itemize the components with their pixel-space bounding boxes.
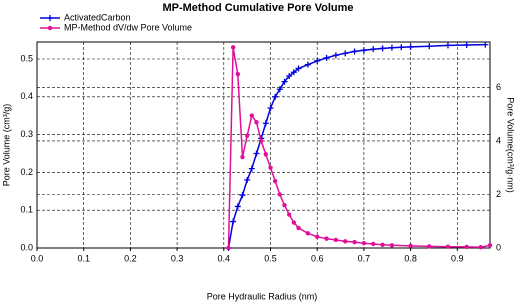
legend-label: ActivatedCarbon bbox=[64, 12, 131, 22]
y-tick-label: 0.4 bbox=[20, 91, 33, 101]
y-axis-label: Pore Volume (cm³/g) bbox=[1, 104, 11, 187]
point bbox=[239, 192, 246, 199]
point bbox=[268, 165, 273, 170]
point bbox=[254, 120, 259, 125]
x-tick-label: 0.1 bbox=[77, 253, 90, 263]
x-tick-label: 0.6 bbox=[311, 253, 324, 263]
y2-tick-label: 4 bbox=[496, 135, 501, 145]
point bbox=[380, 242, 385, 247]
point bbox=[427, 244, 432, 249]
point bbox=[323, 54, 330, 61]
series-line bbox=[227, 47, 491, 249]
point bbox=[258, 138, 264, 144]
point bbox=[389, 243, 395, 248]
point bbox=[286, 212, 292, 217]
point bbox=[360, 47, 367, 54]
point bbox=[407, 43, 414, 50]
y-tick-label: 0.1 bbox=[20, 205, 33, 215]
point bbox=[295, 65, 302, 72]
point bbox=[282, 202, 287, 208]
point bbox=[277, 192, 283, 197]
point bbox=[370, 46, 377, 53]
x-tick-label: 0.7 bbox=[358, 253, 371, 263]
y-tick-label: 0.5 bbox=[20, 53, 33, 63]
point bbox=[478, 244, 483, 250]
y2-tick-label: 2 bbox=[496, 189, 501, 199]
x-tick-label: 0.4 bbox=[218, 253, 231, 263]
y-tick-label: 0.0 bbox=[20, 242, 33, 252]
legend-marker bbox=[47, 15, 53, 21]
point bbox=[379, 45, 386, 52]
point bbox=[296, 225, 301, 231]
point bbox=[240, 154, 245, 160]
point bbox=[272, 178, 278, 184]
point bbox=[304, 61, 311, 68]
point bbox=[249, 113, 255, 118]
point bbox=[314, 57, 321, 64]
x-tick-label: 0.0 bbox=[31, 253, 44, 263]
point bbox=[267, 105, 274, 112]
point bbox=[272, 93, 279, 100]
y2-tick-label: 6 bbox=[496, 82, 501, 92]
chart-title: MP-Method Cumulative Pore Volume bbox=[162, 2, 353, 14]
point bbox=[324, 236, 329, 241]
point bbox=[235, 71, 241, 77]
point bbox=[352, 239, 357, 245]
x-axis-label: Pore Hydraulic Radius (nm) bbox=[207, 291, 318, 301]
point bbox=[253, 150, 260, 157]
x-tick-label: 0.5 bbox=[264, 253, 277, 263]
point bbox=[371, 241, 376, 247]
legend-label: MP-Method dV/dw Pore Volume bbox=[64, 22, 192, 32]
point bbox=[263, 152, 269, 157]
point bbox=[262, 120, 269, 127]
point bbox=[408, 243, 413, 249]
y-tick-label: 0.3 bbox=[20, 129, 33, 139]
point bbox=[464, 244, 469, 250]
point bbox=[426, 43, 433, 50]
point bbox=[290, 69, 297, 76]
point bbox=[463, 42, 470, 49]
y2-axis-label: Pore Volume(cm³/g·nm) bbox=[506, 97, 516, 193]
point bbox=[388, 44, 395, 51]
point bbox=[343, 239, 348, 244]
legend-marker bbox=[47, 25, 53, 31]
point bbox=[342, 50, 349, 57]
point bbox=[230, 218, 237, 225]
point bbox=[444, 42, 451, 49]
point bbox=[333, 237, 339, 243]
series-line bbox=[227, 43, 486, 249]
x-tick-label: 0.2 bbox=[124, 253, 137, 263]
x-tick-label: 0.9 bbox=[451, 253, 464, 263]
y2-tick-label: 0 bbox=[496, 242, 501, 252]
point bbox=[305, 231, 311, 236]
point bbox=[445, 244, 451, 249]
point bbox=[291, 220, 297, 225]
point bbox=[244, 133, 250, 138]
x-tick-label: 0.3 bbox=[171, 253, 184, 263]
point bbox=[315, 234, 320, 239]
point bbox=[230, 45, 236, 50]
point bbox=[332, 52, 339, 59]
point bbox=[276, 86, 283, 93]
point bbox=[226, 245, 231, 251]
point bbox=[244, 176, 251, 183]
point bbox=[234, 203, 241, 210]
plot-frame bbox=[36, 41, 491, 249]
x-tick-label: 0.8 bbox=[404, 253, 417, 263]
point bbox=[361, 240, 367, 246]
point bbox=[286, 73, 293, 80]
point bbox=[482, 41, 489, 48]
point bbox=[281, 78, 288, 85]
point bbox=[351, 48, 358, 55]
point bbox=[487, 243, 493, 248]
point bbox=[398, 44, 405, 51]
point bbox=[248, 165, 255, 172]
y-tick-label: 0.2 bbox=[20, 167, 33, 177]
